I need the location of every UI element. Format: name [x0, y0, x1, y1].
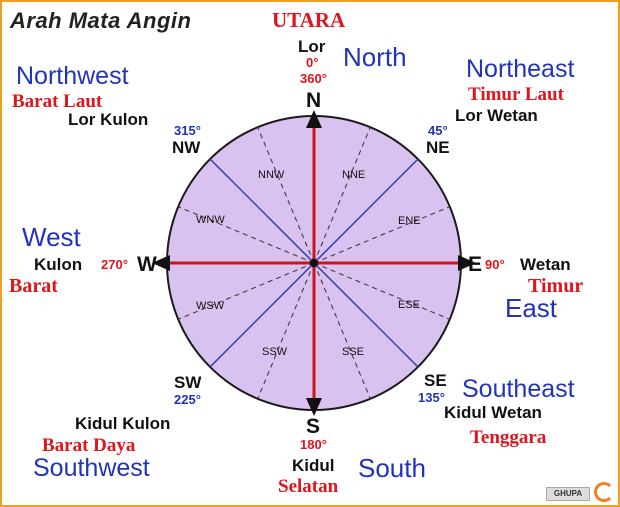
northeast-letter: NE: [426, 138, 450, 157]
south-letter: S: [306, 415, 321, 438]
southwest-letter: SW: [174, 373, 202, 392]
east-english-label: East: [505, 293, 558, 323]
west-english-label: West: [22, 222, 81, 252]
inner-label-ene: ENE: [398, 215, 421, 227]
south-indonesian-label: Selatan: [278, 476, 339, 497]
inner-label-sse: SSE: [342, 346, 365, 358]
south-degree: 180°: [300, 437, 327, 452]
west-indonesian-label: Barat: [9, 275, 58, 297]
dashed-line-ese: [313, 262, 450, 320]
arrow-west: [152, 255, 170, 271]
southwest-degree: 225°: [174, 392, 201, 407]
dashed-line-ene: [313, 206, 450, 264]
northeast-degree: 45°: [428, 123, 448, 138]
arrow-south: [306, 398, 322, 416]
inner-label-wnw: WNW: [196, 214, 225, 226]
northeast-english-label: Northeast: [466, 55, 575, 83]
page-title: Arah Mata Angin: [10, 8, 192, 33]
inner-label-nne: NNE: [342, 169, 366, 181]
north-javanese-label: Lor: [298, 37, 326, 56]
west-letter: W: [137, 253, 157, 276]
southwest-indonesian-label: Barat Daya: [42, 435, 136, 456]
north-degree-0: 0°: [306, 55, 319, 70]
southwest-javanese-label: Kidul Kulon: [75, 414, 171, 433]
south-english-label: South: [358, 453, 426, 483]
dashed-line-sse: [313, 262, 371, 399]
dashed-line-wnw: [178, 206, 315, 264]
dashed-lines: [178, 127, 450, 399]
northwest-degree: 315°: [174, 123, 201, 138]
southwest-english-label: Southwest: [33, 454, 150, 482]
arrow-heads: [152, 110, 476, 416]
north-indonesian-label: UTARA: [272, 8, 346, 32]
northwest-letter: NW: [172, 138, 201, 157]
southeast-degree: 135°: [418, 390, 445, 405]
south-javanese-label: Kidul: [292, 456, 335, 475]
inner-label-ese: ESE: [398, 299, 421, 311]
east-indonesian-label: Timur: [528, 275, 584, 297]
dashed-line-nne: [313, 127, 371, 264]
logo-icon: [594, 482, 614, 502]
dashed-line-wsw: [178, 262, 315, 320]
dashed-line-ssw: [257, 262, 315, 399]
arrow-north: [306, 110, 322, 128]
northeast-javanese-label: Lor Wetan: [455, 106, 538, 125]
northwest-indonesian-label: Barat Laut: [12, 91, 103, 112]
compass-center: [310, 259, 318, 267]
southeast-indonesian-label: Tenggara: [470, 427, 547, 448]
northwest-english-label: Northwest: [16, 62, 129, 90]
arrow-east: [458, 255, 476, 271]
southeast-javanese-label: Kidul Wetan: [444, 403, 542, 422]
north-degree-360: 360°: [300, 71, 327, 86]
west-javanese-label: Kulon: [34, 255, 83, 274]
northeast-indonesian-label: Timur Laut: [468, 84, 564, 105]
inner-label-ssw: SSW: [262, 346, 288, 358]
north-letter: N: [306, 89, 322, 112]
east-degree: 90°: [485, 257, 505, 272]
inner-label-nnw: NNW: [258, 169, 285, 181]
dashed-line-nnw: [257, 127, 315, 264]
east-letter: E: [468, 253, 483, 276]
northwest-javanese-label: Lor Kulon: [68, 110, 149, 129]
watermark-logo: GHUPA: [546, 487, 590, 501]
southeast-letter: SE: [424, 371, 447, 390]
east-javanese-label: Wetan: [520, 255, 571, 274]
inner-label-wsw: WSW: [196, 300, 225, 312]
west-degree: 270°: [101, 257, 128, 272]
north-english-label: North: [343, 42, 407, 72]
southeast-english-label: Southeast: [462, 375, 575, 403]
